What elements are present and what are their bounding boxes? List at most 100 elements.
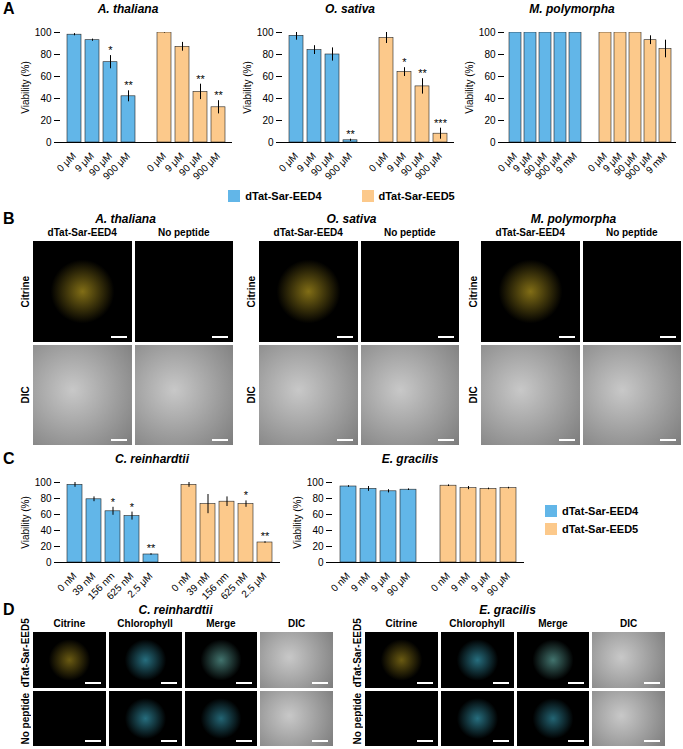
html-text:M. polymorpha: M. polymorpha [529, 2, 615, 16]
html-text:O. sativa: O. sativa [326, 212, 377, 226]
svg-text:90 μM: 90 μM [521, 150, 550, 178]
svg-text:**: ** [147, 542, 156, 554]
svg-text:*: * [244, 489, 249, 501]
svg-text:0 μM: 0 μM [145, 150, 169, 174]
svg-text:0: 0 [46, 137, 52, 148]
svg-text:40: 40 [262, 93, 274, 104]
svg-text:**: ** [196, 73, 205, 85]
svg-text:625 nM: 625 nM [104, 570, 136, 602]
svg-text:80: 80 [484, 49, 496, 60]
html-text:C. reinhardtii: C. reinhardtii [115, 452, 189, 466]
svg-text:9 μM: 9 μM [368, 570, 393, 594]
svg-text:0 nM: 0 nM [429, 570, 453, 594]
svg-text:9 μM: 9 μM [72, 150, 97, 174]
svg-text:0: 0 [318, 557, 324, 568]
svg-text:20: 20 [40, 115, 52, 126]
svg-text:Viability (%): Viability (%) [464, 61, 475, 114]
svg-text:60: 60 [262, 71, 274, 82]
svg-text:40: 40 [40, 93, 52, 104]
svg-text:90 μM: 90 μM [176, 150, 205, 178]
svg-text:900 μM: 900 μM [413, 150, 445, 182]
svg-text:0 μM: 0 μM [55, 150, 79, 174]
svg-text:9 nM: 9 nM [349, 570, 373, 594]
svg-text:9 μM: 9 μM [294, 150, 319, 174]
svg-text:60: 60 [484, 71, 496, 82]
svg-text:9 nM: 9 nM [449, 570, 473, 594]
svg-text:Viability (%): Viability (%) [20, 496, 31, 549]
svg-text:90 μM: 90 μM [385, 570, 413, 598]
html-text:M. polymorpha: M. polymorpha [530, 212, 617, 226]
svg-text:60: 60 [40, 509, 52, 520]
svg-text:9 μM: 9 μM [510, 150, 535, 174]
svg-text:90 μM: 90 μM [611, 150, 640, 178]
svg-text:80: 80 [262, 49, 274, 60]
svg-text:0: 0 [490, 137, 496, 148]
svg-text:80: 80 [40, 493, 52, 504]
svg-text:90 μM: 90 μM [86, 150, 115, 178]
svg-text:*: * [130, 501, 135, 513]
svg-text:9 μM: 9 μM [162, 150, 187, 174]
svg-text:0 nM: 0 nM [169, 570, 193, 594]
svg-text:156 nm: 156 nm [85, 570, 117, 602]
svg-text:20: 20 [484, 115, 496, 126]
html-text:E. gracilis: E. gracilis [381, 452, 439, 466]
svg-text:90 μM: 90 μM [308, 150, 337, 178]
svg-text:100: 100 [307, 477, 324, 488]
svg-text:90 μM: 90 μM [485, 570, 513, 598]
svg-text:60: 60 [312, 509, 324, 520]
svg-text:***: *** [434, 117, 448, 129]
svg-text:900 μM: 900 μM [101, 150, 133, 182]
svg-text:Viability (%): Viability (%) [20, 61, 31, 114]
svg-text:**: ** [261, 530, 270, 542]
svg-text:0 μM: 0 μM [277, 150, 301, 174]
svg-text:0: 0 [46, 557, 52, 568]
svg-text:Viability (%): Viability (%) [292, 496, 303, 549]
svg-text:156 nm: 156 nm [199, 570, 231, 602]
svg-text:0 μM: 0 μM [495, 150, 520, 174]
svg-text:100: 100 [35, 27, 52, 38]
svg-text:100: 100 [257, 27, 274, 38]
svg-text:9 mM: 9 mM [554, 150, 579, 175]
svg-text:20: 20 [312, 541, 324, 552]
svg-text:*: * [111, 496, 116, 508]
svg-text:2.5 μM: 2.5 μM [239, 570, 269, 600]
svg-text:9 μM: 9 μM [468, 570, 493, 594]
svg-text:9 mM: 9 mM [644, 150, 669, 175]
svg-text:**: ** [346, 128, 355, 140]
svg-text:**: ** [214, 89, 223, 101]
svg-text:*: * [402, 56, 407, 68]
svg-text:900 μM: 900 μM [532, 150, 565, 182]
svg-text:9 μM: 9 μM [600, 150, 625, 174]
svg-text:Viability (%): Viability (%) [242, 61, 253, 114]
svg-text:80: 80 [40, 49, 52, 60]
svg-text:625 nM: 625 nM [218, 570, 250, 602]
svg-text:40: 40 [312, 525, 324, 536]
svg-text:80: 80 [312, 493, 324, 504]
svg-text:9 μM: 9 μM [384, 150, 409, 174]
svg-text:0: 0 [268, 137, 274, 148]
svg-text:0 nM: 0 nM [329, 570, 353, 594]
svg-text:**: ** [124, 79, 133, 91]
svg-text:0 nM: 0 nM [55, 570, 79, 594]
svg-text:40: 40 [40, 525, 52, 536]
svg-text:900 μM: 900 μM [622, 150, 655, 182]
svg-text:20: 20 [40, 541, 52, 552]
svg-text:0 μM: 0 μM [585, 150, 610, 174]
svg-text:39 nM: 39 nM [70, 570, 98, 598]
svg-text:**: ** [418, 67, 427, 79]
svg-text:*: * [108, 44, 113, 56]
html-text:A. thaliana: A. thaliana [95, 212, 156, 226]
svg-text:20: 20 [262, 115, 274, 126]
html-text:O. sativa: O. sativa [325, 2, 375, 16]
svg-text:100: 100 [35, 477, 52, 488]
svg-text:40: 40 [484, 93, 496, 104]
svg-text:900 μM: 900 μM [323, 150, 355, 182]
svg-text:39 nM: 39 nM [184, 570, 212, 598]
svg-text:900 μM: 900 μM [191, 150, 223, 182]
html-text:A. thaliana: A. thaliana [97, 2, 159, 16]
svg-text:60: 60 [40, 71, 52, 82]
svg-text:2.5 μM: 2.5 μM [125, 570, 155, 600]
svg-text:90 μM: 90 μM [398, 150, 427, 178]
svg-text:100: 100 [479, 27, 496, 38]
svg-text:0 μM: 0 μM [367, 150, 391, 174]
